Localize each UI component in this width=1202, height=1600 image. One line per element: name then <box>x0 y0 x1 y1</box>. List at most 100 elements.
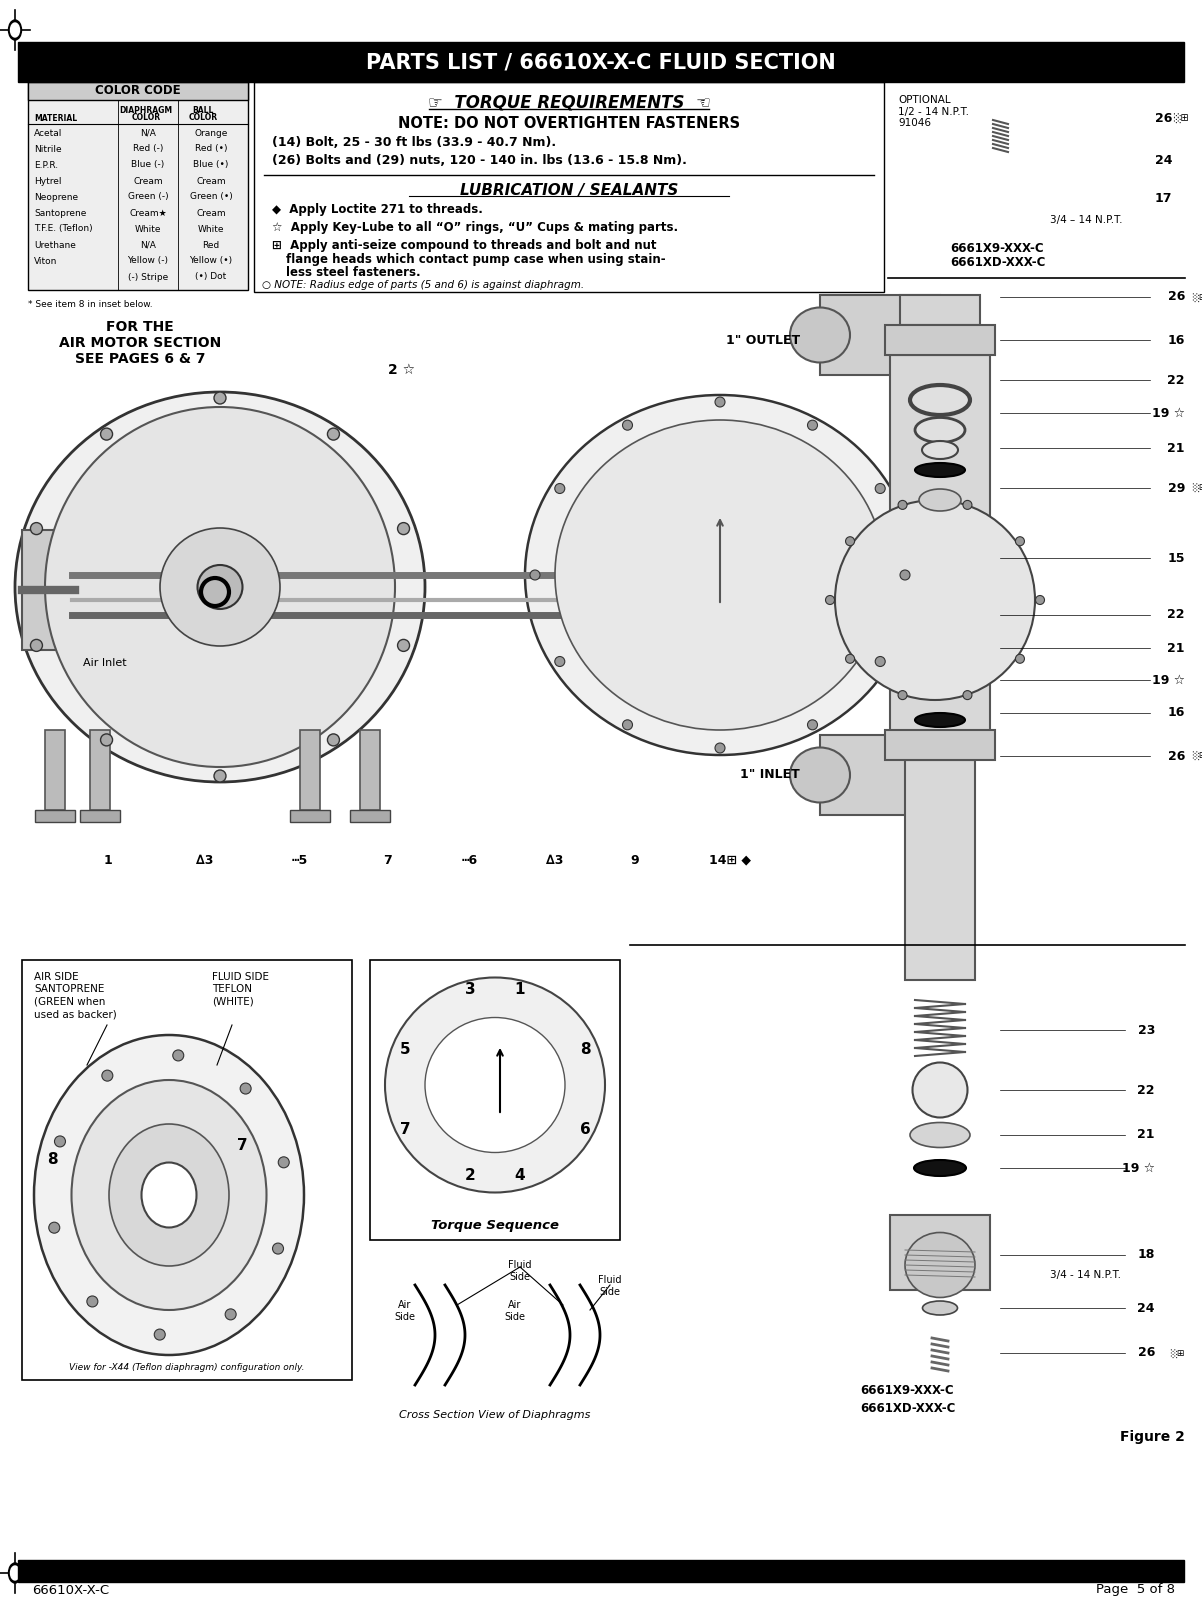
Text: 5: 5 <box>400 1043 410 1058</box>
Text: ░⊞: ░⊞ <box>1170 1349 1184 1357</box>
Text: 6661X9-XXX-C: 6661X9-XXX-C <box>859 1384 953 1397</box>
Text: Yellow (-): Yellow (-) <box>127 256 168 266</box>
Text: ┅5: ┅5 <box>292 853 308 867</box>
Text: Air Inlet: Air Inlet <box>83 658 127 669</box>
Bar <box>885 325 995 355</box>
Ellipse shape <box>1016 536 1024 546</box>
Bar <box>290 810 331 822</box>
Text: NOTE: DO NOT OVERTIGHTEN FASTENERS: NOTE: DO NOT OVERTIGHTEN FASTENERS <box>398 117 740 131</box>
Text: 21: 21 <box>1167 442 1185 454</box>
Bar <box>28 82 248 290</box>
Ellipse shape <box>142 1163 196 1227</box>
Ellipse shape <box>910 1123 970 1147</box>
Text: Fluid
Side: Fluid Side <box>508 1261 531 1282</box>
Text: Green (•): Green (•) <box>190 192 232 202</box>
Ellipse shape <box>11 1566 19 1581</box>
Text: 23: 23 <box>1137 1024 1155 1037</box>
Text: 7: 7 <box>383 853 392 867</box>
Text: FLUID SIDE
TEFLON
(WHITE): FLUID SIDE TEFLON (WHITE) <box>212 971 269 1006</box>
Text: ◆  Apply Loctite 271 to threads.: ◆ Apply Loctite 271 to threads. <box>272 203 483 216</box>
Text: COLOR CODE: COLOR CODE <box>95 85 180 98</box>
Ellipse shape <box>173 1050 184 1061</box>
Ellipse shape <box>905 1232 975 1298</box>
Ellipse shape <box>102 1070 113 1082</box>
Text: 1" INLET: 1" INLET <box>740 768 801 781</box>
Text: 19 ☆: 19 ☆ <box>1121 1162 1155 1174</box>
Text: Green (-): Green (-) <box>127 192 168 202</box>
Text: OPTIONAL
1/2 - 14 N.P.T.
91046: OPTIONAL 1/2 - 14 N.P.T. 91046 <box>898 94 969 128</box>
Ellipse shape <box>214 392 226 403</box>
Text: (•) Dot: (•) Dot <box>196 272 227 282</box>
Ellipse shape <box>44 406 395 766</box>
Ellipse shape <box>1016 654 1024 664</box>
Bar <box>81 810 120 822</box>
Text: Page  5 of 8: Page 5 of 8 <box>1096 1584 1176 1597</box>
Ellipse shape <box>8 19 22 40</box>
Text: ☞  TORQUE REQUIREMENTS  ☜: ☞ TORQUE REQUIREMENTS ☜ <box>428 93 710 110</box>
Text: Red: Red <box>202 240 220 250</box>
Ellipse shape <box>71 1080 267 1310</box>
Text: 15: 15 <box>1167 552 1185 565</box>
Text: 21: 21 <box>1137 1128 1155 1141</box>
Text: 21: 21 <box>1167 642 1185 654</box>
Ellipse shape <box>915 462 965 477</box>
Ellipse shape <box>555 656 565 667</box>
Ellipse shape <box>87 1296 97 1307</box>
Ellipse shape <box>922 1301 958 1315</box>
Ellipse shape <box>8 1563 22 1582</box>
Text: Red (•): Red (•) <box>195 144 227 154</box>
Text: AIR SIDE
SANTOPRENE
(GREEN when
used as backer): AIR SIDE SANTOPRENE (GREEN when used as … <box>34 971 117 1019</box>
Text: MATERIAL: MATERIAL <box>34 114 77 123</box>
Text: 22: 22 <box>1137 1083 1155 1096</box>
Text: 6661XD-XXX-C: 6661XD-XXX-C <box>950 256 1046 269</box>
Bar <box>22 960 352 1379</box>
Bar <box>254 82 883 291</box>
Text: COLOR: COLOR <box>131 114 161 122</box>
Text: Hytrel: Hytrel <box>34 176 61 186</box>
Text: ☆  Apply Key-Lube to all “O” rings, “U” Cups & mating parts.: ☆ Apply Key-Lube to all “O” rings, “U” C… <box>272 221 678 235</box>
Text: 16: 16 <box>1167 707 1185 720</box>
Text: 9: 9 <box>631 853 639 867</box>
Text: 6: 6 <box>579 1123 590 1138</box>
Bar <box>820 734 940 814</box>
Ellipse shape <box>920 490 962 510</box>
Ellipse shape <box>530 570 540 579</box>
Text: Neoprene: Neoprene <box>34 192 78 202</box>
Bar <box>28 82 248 99</box>
Ellipse shape <box>426 1018 565 1152</box>
Ellipse shape <box>790 307 850 363</box>
Ellipse shape <box>912 1062 968 1117</box>
Ellipse shape <box>1035 595 1045 605</box>
Bar <box>90 730 111 810</box>
Ellipse shape <box>11 22 19 37</box>
Text: (-) Stripe: (-) Stripe <box>127 272 168 282</box>
Text: 7: 7 <box>237 1138 248 1152</box>
Text: View for -X44 (Teflon diaphragm) configuration only.: View for -X44 (Teflon diaphragm) configu… <box>70 1363 305 1371</box>
Bar <box>300 730 320 810</box>
Ellipse shape <box>875 483 885 493</box>
Ellipse shape <box>154 1330 165 1341</box>
Text: Blue (-): Blue (-) <box>131 160 165 170</box>
Text: Viton: Viton <box>34 256 58 266</box>
Bar <box>900 294 980 325</box>
Text: Acetal: Acetal <box>34 128 63 138</box>
Ellipse shape <box>898 691 908 699</box>
Text: 16: 16 <box>1167 333 1185 347</box>
Ellipse shape <box>54 1136 65 1147</box>
Ellipse shape <box>963 691 972 699</box>
Text: Air
Side: Air Side <box>394 1299 416 1322</box>
Text: 29: 29 <box>1167 482 1185 494</box>
Text: 1: 1 <box>514 982 525 997</box>
Ellipse shape <box>808 421 817 430</box>
Text: PARTS LIST / 66610X-X-C FLUID SECTION: PARTS LIST / 66610X-X-C FLUID SECTION <box>367 51 835 72</box>
Text: Cream★: Cream★ <box>129 208 167 218</box>
Bar <box>889 355 990 739</box>
Bar <box>370 960 620 1240</box>
Text: Santoprene: Santoprene <box>34 208 87 218</box>
Text: 24: 24 <box>1155 154 1172 166</box>
Text: 26: 26 <box>1167 749 1185 763</box>
Text: 22: 22 <box>1167 373 1185 387</box>
Text: Cream: Cream <box>196 208 226 218</box>
Text: ∆3: ∆3 <box>547 853 564 867</box>
Ellipse shape <box>101 429 113 440</box>
